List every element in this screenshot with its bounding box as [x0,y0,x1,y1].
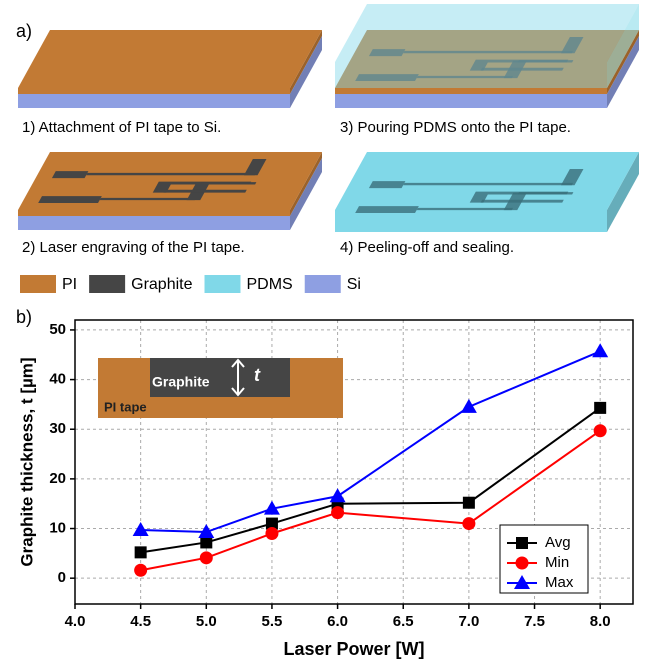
x-tick-label: 6.0 [327,613,348,630]
slab-front [335,88,607,94]
marker [594,402,606,414]
x-axis-label: Laser Power [W] [283,639,424,659]
x-tick-label: 5.0 [196,613,217,630]
material-swatch [20,275,56,293]
marker [200,536,212,548]
material-label: PDMS [247,276,293,293]
x-tick-label: 7.0 [458,613,479,630]
electrode [86,173,256,175]
y-tick-label: 30 [49,420,66,437]
electrode [355,206,419,213]
step-caption: 4) Peeling-off and sealing. [340,239,514,256]
pdms-top [335,4,639,62]
x-tick-label: 6.5 [393,613,414,630]
marker [462,517,475,530]
material-swatch [305,275,341,293]
slab-front [18,88,290,94]
slab-front [18,210,290,216]
step-caption: 2) Laser engraving of the PI tape. [22,239,245,256]
marker [463,497,475,509]
pdms-front [335,62,607,88]
y-tick-label: 10 [49,520,66,537]
y-axis-label: Graphite thickness, t [µm] [17,357,36,566]
legend-marker [516,557,529,570]
marker [134,564,147,577]
x-tick-label: 7.5 [524,613,545,630]
y-tick-label: 0 [58,569,66,586]
inset-symbol: t [254,365,261,385]
material-swatch [205,275,241,293]
legend-label: Avg [545,534,571,551]
electrode [369,181,405,188]
electrode [38,196,102,203]
figure: a) b) 1) Attachment of PI tape to Si. 2) La… [0,0,649,666]
legend-marker [516,537,528,549]
legend-label: Max [545,574,574,591]
electrode [518,192,574,194]
inset: Graphite t PI tape [98,358,343,418]
panel-label: a) [16,21,32,41]
slab [18,30,322,108]
legend-label: Min [545,554,569,571]
material-swatch [89,275,125,293]
marker [135,546,147,558]
slab-front [18,94,290,108]
material-label: PI [62,276,77,293]
inset-label: Graphite [152,374,210,390]
slab [335,4,639,108]
x-tick-label: 4.0 [65,613,86,630]
electrode [100,198,196,200]
material-label: Si [347,276,361,293]
slab-front [335,210,607,232]
electrode [52,171,88,178]
slab-front [335,94,607,108]
slab-front [18,216,290,230]
electrode [417,208,513,210]
x-tick-label: 5.5 [262,613,283,630]
x-tick-label: 8.0 [590,613,611,630]
y-tick-label: 50 [49,321,66,338]
marker [331,506,344,519]
x-tick-label: 4.5 [130,613,151,630]
marker [200,551,213,564]
panel-label: b) [16,307,32,327]
material-label: Graphite [131,276,192,293]
inset-label: PI tape [104,399,147,414]
marker [265,527,278,540]
step-caption: 1) Attachment of PI tape to Si. [22,119,221,136]
electrode [164,190,247,193]
electrode [403,183,573,185]
slab [18,152,322,230]
slab [335,152,639,232]
y-tick-label: 40 [49,371,66,388]
step-caption: 3) Pouring PDMS onto the PI tape. [340,119,571,136]
electrode [201,182,257,184]
electrode [481,200,564,203]
y-tick-label: 20 [49,470,66,487]
marker [594,424,607,437]
slab-top [18,30,322,88]
